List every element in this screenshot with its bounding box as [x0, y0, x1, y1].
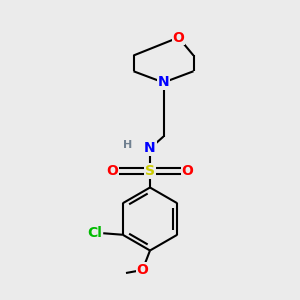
Text: O: O [136, 263, 148, 277]
Text: O: O [182, 164, 194, 178]
Text: O: O [172, 31, 184, 44]
Text: S: S [145, 164, 155, 178]
Text: N: N [158, 76, 169, 89]
Text: N: N [144, 142, 156, 155]
Text: O: O [106, 164, 119, 178]
Text: Cl: Cl [87, 226, 102, 240]
Text: H: H [123, 140, 132, 150]
